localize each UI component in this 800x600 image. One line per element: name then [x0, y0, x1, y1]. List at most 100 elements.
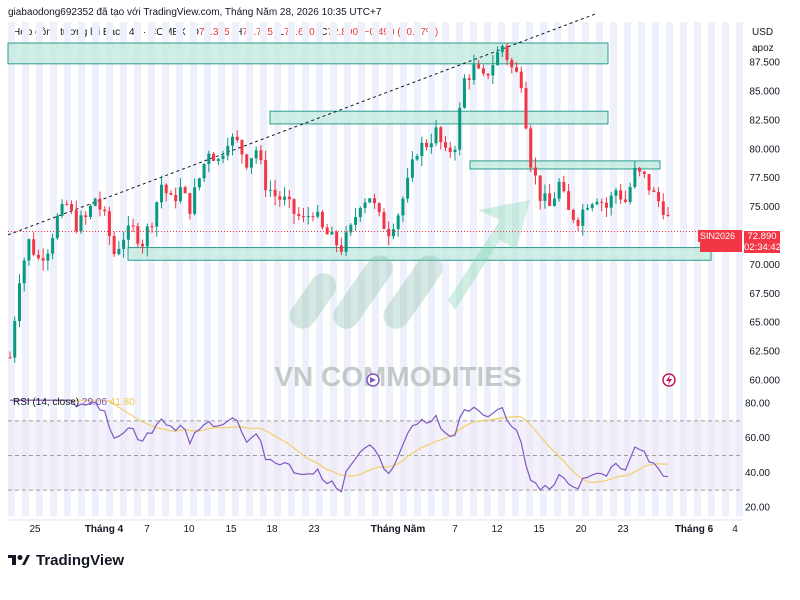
candle-body — [633, 167, 637, 187]
time-tick-label: 12 — [491, 524, 503, 535]
chart-credit: giabaodong692352 đã tạo với TradingView.… — [8, 7, 382, 18]
candle-body — [311, 216, 315, 218]
session-stripe — [106, 22, 113, 516]
candle-body — [188, 193, 192, 214]
rsi-tick-label: 20.00 — [745, 502, 770, 513]
session-stripe — [344, 22, 351, 516]
time-tick-label: 10 — [183, 524, 195, 535]
candle-body — [652, 190, 656, 192]
price-tick-label: 62.500 — [749, 347, 780, 358]
candle-body — [382, 212, 386, 229]
candle-body — [164, 184, 168, 194]
close-value: 72.890 — [327, 27, 359, 38]
candle-body — [226, 145, 230, 156]
candle-body — [406, 177, 410, 199]
price-tick-label: 77.500 — [749, 173, 780, 184]
last-price-value-box: 72.890 02:34:42 — [744, 231, 781, 253]
candle-body — [339, 245, 343, 252]
candle-body — [174, 194, 178, 202]
candle-body — [155, 202, 159, 227]
candle-body — [472, 64, 476, 81]
candle-body — [292, 199, 296, 214]
candle-body — [358, 208, 362, 218]
candle-body — [373, 198, 377, 204]
candle-body — [368, 198, 372, 203]
candle-body — [136, 226, 140, 244]
candle-body — [467, 78, 471, 81]
candle-body — [410, 159, 414, 178]
price-tick-label: 65.000 — [749, 318, 780, 329]
session-stripe — [372, 22, 379, 516]
time-tick-label: 4 — [732, 524, 738, 535]
rsi-tick-label: 40.00 — [745, 468, 770, 479]
session-stripe — [162, 22, 169, 516]
candle-body — [316, 211, 320, 217]
rsi-title: RSI (14, close) — [13, 397, 80, 408]
candle-body — [193, 187, 197, 214]
candle-body — [349, 224, 353, 233]
candles — [8, 43, 670, 363]
candle-body — [529, 128, 533, 168]
candle-body — [453, 149, 457, 152]
candle-body — [249, 158, 253, 168]
candle-body — [235, 136, 239, 141]
candle-body — [505, 45, 509, 60]
brand-logo[interactable]: TradingView — [8, 551, 124, 569]
candle-body — [46, 253, 50, 261]
candle-body — [614, 190, 618, 196]
session-stripe — [680, 22, 687, 516]
candle-body — [88, 205, 92, 218]
brand-name: TradingView — [36, 551, 125, 569]
watermark-logo — [289, 200, 530, 329]
candle-body — [538, 175, 542, 201]
rsi-legend[interactable]: RSI (14, close) 29.06 41.80 — [13, 397, 135, 408]
candle-body — [628, 186, 632, 202]
candle-body — [131, 225, 135, 227]
candle-body — [264, 160, 268, 191]
candle-body — [600, 201, 604, 203]
session-stripe — [736, 22, 743, 516]
candle-body — [117, 248, 121, 255]
time-tick-label: 15 — [225, 524, 237, 535]
price-zone — [127, 247, 712, 261]
candle-body — [159, 184, 163, 203]
candle-body — [496, 52, 500, 66]
last-price-badge: SIN2026 — [698, 230, 744, 254]
last-price-ticker-label: SIN2026 — [698, 230, 738, 242]
candle-body — [524, 88, 528, 129]
candle-body — [666, 214, 670, 216]
candle-body — [84, 215, 88, 218]
candle-body — [638, 167, 642, 172]
price-axis: 87.50085.00082.50080.00077.50075.00072.5… — [749, 58, 780, 387]
time-tick-label: Tháng 4 — [85, 524, 124, 535]
countdown: 02:34:42 — [744, 242, 781, 253]
session-stripe — [442, 22, 449, 516]
candle-body — [141, 243, 145, 247]
candle-body — [41, 258, 45, 261]
candle-body — [183, 187, 187, 194]
time-tick-label: 7 — [452, 524, 458, 535]
candle-body — [126, 225, 130, 240]
candle-body — [8, 357, 12, 359]
session-stripe — [246, 22, 253, 516]
candle-body — [363, 202, 367, 209]
session-stripe — [582, 22, 589, 516]
candle-body — [519, 71, 523, 89]
currency-label[interactable]: USD — [752, 27, 774, 38]
candle-body — [207, 153, 211, 164]
candle-body — [642, 171, 646, 175]
support-resistance-zones — [7, 42, 712, 261]
session-stripe — [526, 22, 533, 516]
session-stripe — [484, 22, 491, 516]
price-chart[interactable]: VN COMMODITIES 87.500 85.000 82.500 80.000 7… — [0, 0, 800, 540]
session-background — [8, 22, 743, 516]
candle-body — [306, 216, 310, 218]
scale-mode-label[interactable]: apoz — [752, 43, 774, 54]
session-stripe — [316, 22, 323, 516]
session-stripe — [288, 22, 295, 516]
session-stripe — [148, 22, 155, 516]
watermark-text: VN COMMODITIES — [274, 361, 521, 392]
candle-body — [533, 167, 537, 176]
candle-body — [17, 283, 21, 322]
low-value: 72.620 — [284, 27, 315, 38]
